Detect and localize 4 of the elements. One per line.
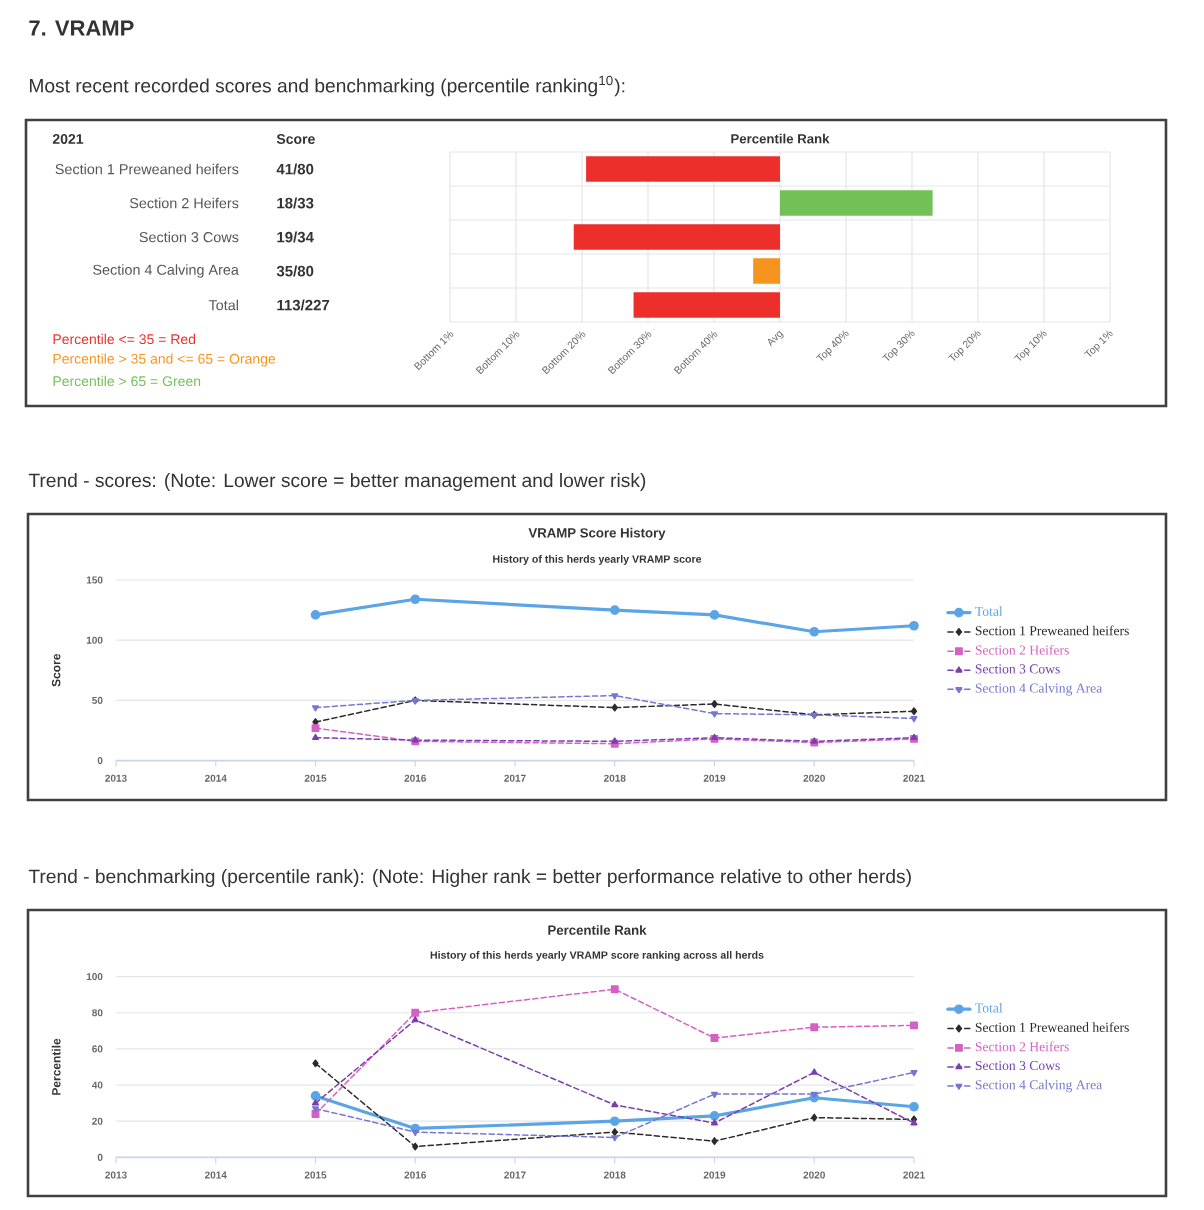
text: 7. VRAMP (29, 20, 134, 36)
text: Most recent recorded scores and benchmarking (percentile ranking$^{10}$): (29, 75, 625, 97)
text: Trend - benchmarking (percentile rank): (Note: Higher rank = better performance relative to other herds) (28, 869, 911, 887)
text: Trend - scores: (Note: Lower score = better management and lower risk) (28, 473, 646, 491)
